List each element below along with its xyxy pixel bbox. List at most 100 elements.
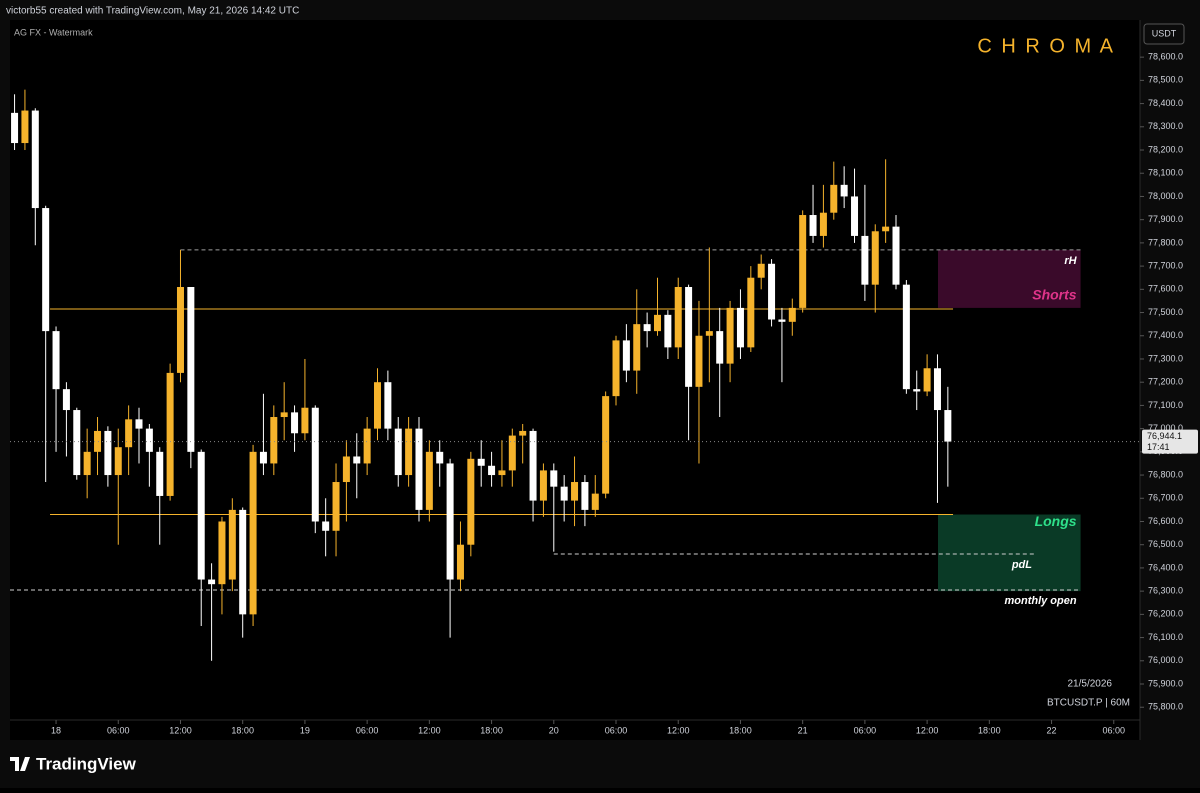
y-tick-label: 76,200.0 — [1148, 609, 1183, 619]
y-tick-label: 76,600.0 — [1148, 516, 1183, 526]
y-tick-label: 77,100.0 — [1148, 400, 1183, 410]
candle-body — [861, 235, 869, 285]
y-tick-label: 77,300.0 — [1148, 353, 1183, 363]
candle-body — [643, 324, 651, 332]
y-tick-label: 76,500.0 — [1148, 539, 1183, 549]
y-tick-label: 78,100.0 — [1148, 168, 1183, 178]
candle-body — [550, 470, 558, 487]
candle-body — [882, 226, 890, 232]
candle-body — [114, 447, 122, 476]
date-label: 21/5/2026 — [1068, 679, 1113, 690]
candle-body — [291, 412, 299, 434]
y-tick-label: 76,400.0 — [1148, 562, 1183, 572]
candle-body — [280, 412, 288, 418]
candle-body — [31, 110, 39, 209]
candle-body — [249, 451, 257, 615]
level-label: monthly open — [1004, 595, 1076, 607]
countdown: 17:41 — [1147, 442, 1170, 452]
zone — [937, 514, 1081, 592]
y-tick-label: 78,200.0 — [1148, 144, 1183, 154]
level-label: pdL — [1011, 559, 1032, 571]
y-tick-label: 77,000.0 — [1148, 423, 1183, 433]
candle-body — [581, 482, 589, 510]
candle-body — [747, 277, 755, 348]
x-tick-label: 20 — [549, 725, 559, 735]
tradingview-logo[interactable]: TradingView — [10, 754, 137, 773]
candle-body — [94, 430, 102, 452]
candle-body — [539, 470, 547, 501]
candle-body — [436, 451, 444, 464]
candle-body — [933, 368, 941, 411]
candle-body — [311, 407, 319, 522]
candle-body — [612, 340, 620, 397]
candle-body — [187, 286, 195, 452]
candle-body — [156, 451, 164, 496]
candle-body — [446, 463, 454, 580]
candle-body — [197, 451, 205, 580]
y-tick-label: 78,400.0 — [1148, 98, 1183, 108]
candle-body — [218, 521, 226, 585]
y-tick-label: 78,500.0 — [1148, 75, 1183, 85]
zone-label: Longs — [1035, 513, 1077, 529]
zone-label: Shorts — [1032, 287, 1077, 303]
candle-body — [135, 419, 143, 429]
candle-body — [270, 417, 278, 464]
candle-body — [145, 428, 153, 452]
candle-body — [363, 428, 371, 464]
candle-body — [726, 307, 734, 364]
candle-body — [11, 112, 19, 144]
candle-body — [664, 314, 672, 348]
candle-body — [384, 382, 392, 429]
candle-body — [902, 284, 910, 390]
currency-box[interactable] — [1143, 23, 1185, 45]
candle-body — [851, 196, 859, 236]
logo-text[interactable]: TradingView — [36, 754, 137, 773]
x-tick-label: 21 — [798, 725, 808, 735]
candle-body — [529, 430, 537, 501]
currency[interactable]: USDT — [1152, 28, 1177, 38]
x-tick-label: 12:00 — [916, 725, 939, 735]
y-tick-label: 77,900.0 — [1148, 214, 1183, 224]
candle-body — [705, 331, 713, 336]
candle-body — [374, 382, 382, 429]
candle-body — [830, 184, 838, 213]
credit: victorb55 created with TradingView.com, … — [6, 6, 299, 17]
candle-body — [259, 451, 267, 464]
x-tick-label: 12:00 — [169, 725, 192, 735]
zone — [937, 249, 1081, 308]
candle-body — [674, 286, 682, 348]
x-tick-label: 12:00 — [418, 725, 441, 735]
x-tick-label: 18:00 — [231, 725, 254, 735]
candle-body — [622, 340, 630, 371]
logo-icon[interactable] — [10, 757, 30, 771]
candle-body — [519, 430, 527, 436]
candle-body — [809, 215, 817, 236]
x-tick-label: 18:00 — [480, 725, 503, 735]
candle-body — [104, 430, 112, 476]
candle-body — [425, 451, 433, 510]
candle-body — [757, 263, 765, 278]
x-tick-label: 18:00 — [729, 725, 752, 735]
candle-body — [799, 215, 807, 308]
x-tick-label: 18 — [51, 725, 61, 735]
candle-body — [498, 470, 506, 476]
y-tick-label: 78,300.0 — [1148, 121, 1183, 131]
candle-body — [301, 407, 309, 434]
y-tick-label: 78,000.0 — [1148, 191, 1183, 201]
candle-body — [52, 331, 60, 390]
candle-body — [322, 521, 330, 531]
y-tick-label: 77,800.0 — [1148, 237, 1183, 247]
x-tick-label: 06:00 — [605, 725, 628, 735]
candle-body — [560, 486, 568, 501]
candle-body — [42, 208, 50, 332]
candle-body — [62, 389, 70, 411]
watermark: AG FX - Watermark — [14, 27, 93, 37]
x-tick-label: 18:00 — [978, 725, 1001, 735]
candle-body — [208, 579, 216, 585]
x-tick-label: 06:00 — [1102, 725, 1125, 735]
y-tick-label: 77,600.0 — [1148, 284, 1183, 294]
candle-body — [353, 456, 361, 464]
y-tick-label: 77,500.0 — [1148, 307, 1183, 317]
symbol-label: BTCUSDT.P | 60M — [1047, 698, 1130, 709]
